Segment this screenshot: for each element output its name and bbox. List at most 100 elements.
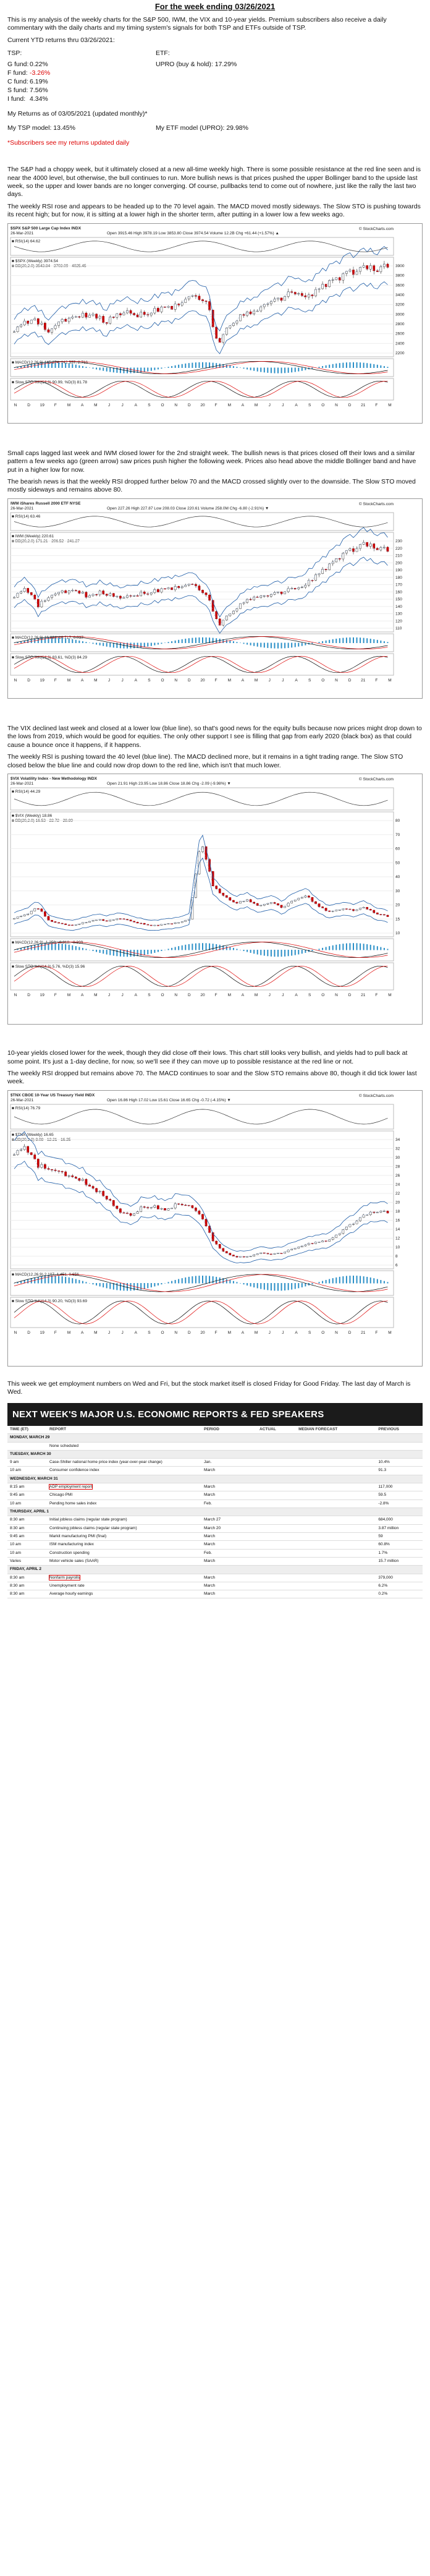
macd-histogram-bar: [109, 1282, 111, 1289]
fund-label: S fund:: [7, 86, 28, 94]
macd-histogram-bar: [270, 1282, 272, 1290]
candle-body: [314, 901, 317, 904]
calendar-cell-previous: 59.5: [376, 1491, 423, 1500]
candle-body: [201, 589, 204, 593]
candle-body: [198, 296, 201, 300]
macd-histogram-bar: [17, 949, 19, 950]
candle-body: [40, 908, 43, 912]
candle-body: [57, 592, 60, 594]
candle-body: [235, 608, 238, 612]
y-axis-label: 190: [395, 568, 402, 573]
macd-histogram-bar: [109, 642, 111, 647]
candle-body: [280, 591, 283, 594]
candle-body: [36, 599, 40, 607]
y-axis-label: 220: [395, 547, 402, 551]
macd-histogram-bar: [127, 1282, 128, 1291]
macd-histogram-bar: [270, 367, 272, 373]
macd-histogram-bar: [363, 638, 365, 643]
x-axis-label: D: [27, 1331, 30, 1335]
candle-body: [112, 1200, 115, 1206]
macd-histogram-bar: [147, 642, 149, 647]
macd-legend: ■ MACD(12,26,9) 2.107, 1.451, 0.656: [12, 1273, 79, 1277]
macd-histogram-bar: [349, 943, 351, 950]
candle-body: [287, 1250, 290, 1252]
macd-histogram-bar: [23, 1279, 25, 1284]
candle-body: [270, 301, 272, 304]
macd-histogram-bar: [85, 949, 87, 950]
macd-histogram-bar: [192, 1276, 193, 1284]
macd-histogram-bar: [277, 1282, 279, 1291]
calendar-cell-report: ADP employment report: [47, 1483, 201, 1492]
macd-line: [14, 942, 388, 958]
candle-body: [335, 277, 338, 280]
y-axis-label: 2600: [395, 331, 405, 336]
candle-body: [109, 593, 112, 596]
macd-histogram-bar: [112, 642, 114, 648]
candle-body: [335, 910, 338, 911]
stochastic-panel: [10, 962, 394, 991]
calendar-day-row: THURSDAY, APRIL 1: [7, 1508, 423, 1517]
macd-histogram-bar: [349, 362, 351, 368]
macd-histogram-bar: [216, 362, 217, 368]
macd-histogram-bar: [92, 1282, 94, 1285]
chart-date: 26-Mar-2021: [11, 782, 34, 786]
stochastic-k-line: [14, 966, 388, 987]
candle-body: [157, 307, 159, 312]
x-axis-label: 20: [200, 1331, 205, 1335]
x-axis-label: F: [215, 993, 217, 997]
macd-histogram-bar: [311, 1282, 313, 1284]
macd-histogram-bar: [72, 364, 74, 368]
y-axis-label: 20: [395, 903, 400, 908]
macd-histogram-bar: [376, 946, 378, 950]
candle-body: [366, 542, 369, 547]
x-axis-label: M: [388, 678, 391, 683]
macd-histogram-bar: [209, 362, 211, 368]
candle-body: [61, 318, 64, 322]
calendar-cell-actual: [257, 1574, 297, 1582]
calendar-report-row: 8:15 am ADP employment report March 117,000: [7, 1483, 423, 1492]
x-axis-label: S: [148, 403, 151, 407]
macd-histogram-bar: [216, 944, 217, 950]
calendar-cell-time: 10 am: [7, 1466, 47, 1475]
candle-body: [290, 901, 293, 903]
rsi-line: [14, 1109, 388, 1125]
calendar-report-row: None scheduled: [7, 1442, 423, 1451]
macd-histogram-bar: [263, 950, 265, 956]
macd-histogram-bar: [198, 1275, 200, 1284]
macd-histogram-bar: [178, 1279, 180, 1284]
calendar-report-row: 10 am Consumer confidence index March 91.3: [7, 1466, 423, 1475]
calendar-cell-report: Average hourly earnings: [47, 1590, 201, 1599]
calendar-cell-actual: [257, 1582, 297, 1591]
macd-histogram-bar: [243, 367, 245, 369]
rsi-line: [14, 791, 388, 806]
calendar-report-name: Average hourly earnings: [49, 1592, 93, 1597]
macd-histogram-bar: [82, 641, 83, 643]
candle-body: [198, 1210, 201, 1214]
macd-histogram-bar: [353, 362, 354, 368]
macd-histogram-bar: [103, 950, 104, 954]
candle-body: [116, 918, 119, 920]
candle-body: [253, 310, 256, 314]
macd-histogram-bar: [75, 364, 77, 368]
macd-histogram-bar: [280, 950, 282, 957]
macd-histogram-bar: [37, 944, 39, 950]
macd-histogram-bar: [287, 950, 289, 957]
candle-body: [153, 307, 156, 313]
x-axis-label: M: [228, 1331, 231, 1335]
y-axis-label: 24: [395, 1182, 400, 1187]
macd-histogram-bar: [291, 1282, 293, 1290]
candle-body: [259, 1252, 263, 1254]
candle-body: [112, 593, 115, 597]
candle-body: [321, 568, 324, 574]
bollinger-lower: [14, 281, 388, 354]
x-axis-label: J: [269, 403, 271, 407]
macd-histogram-bar: [27, 639, 29, 643]
y-axis-label: 10: [395, 931, 400, 936]
macd-histogram-bar: [103, 1282, 104, 1287]
macd-histogram-bar: [226, 364, 227, 368]
macd-histogram-bar: [376, 364, 378, 368]
chart-symbol: $SPX S&P 500 Large Cap Index INDX: [11, 226, 82, 231]
y-axis-label: 210: [395, 553, 402, 558]
macd-histogram-bar: [232, 365, 234, 368]
macd-histogram-bar: [373, 364, 375, 368]
